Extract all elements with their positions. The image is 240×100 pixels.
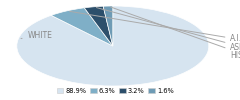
Wedge shape xyxy=(51,8,113,46)
Legend: 88.9%, 6.3%, 3.2%, 1.6%: 88.9%, 6.3%, 3.2%, 1.6% xyxy=(54,85,176,97)
Text: ASIAN: ASIAN xyxy=(96,8,240,52)
Text: A.I.: A.I. xyxy=(70,11,240,44)
Wedge shape xyxy=(103,6,113,46)
Wedge shape xyxy=(84,6,113,46)
Text: HISPANIC: HISPANIC xyxy=(111,7,240,60)
Wedge shape xyxy=(17,6,209,86)
Text: WHITE: WHITE xyxy=(21,30,53,40)
